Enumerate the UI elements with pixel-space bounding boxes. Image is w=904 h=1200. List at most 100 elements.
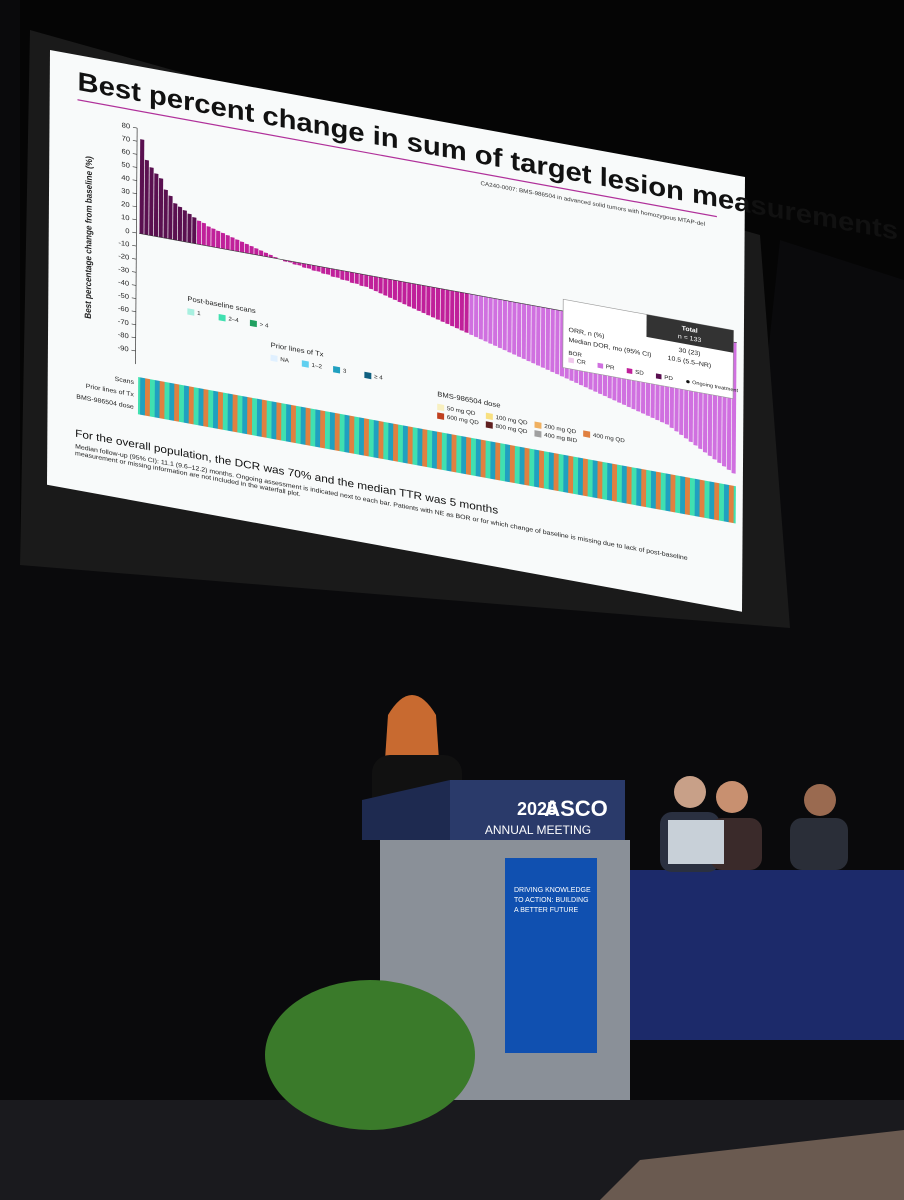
bar (397, 280, 402, 303)
legend-swatch (333, 365, 341, 374)
podium: 2025 ASCO ANNUAL MEETING DRIVING KNOWLED… (362, 780, 630, 1100)
bar (302, 263, 307, 268)
y-tick-label: -10 (118, 238, 129, 248)
bar (411, 283, 417, 310)
y-tick-label: 70 (122, 134, 131, 144)
legend-swatch (301, 360, 309, 368)
bar (402, 281, 407, 305)
y-tick (131, 310, 136, 312)
y-tick (131, 349, 136, 352)
y-tick (131, 284, 137, 286)
legend-label: 1–2 (312, 363, 323, 371)
podium-event: ANNUAL MEETING (485, 823, 591, 837)
legend-label: > 4 (260, 322, 270, 329)
y-axis-label: Best percentage change from baseline (%) (83, 155, 95, 319)
heatmap (137, 377, 736, 524)
bar (249, 245, 254, 255)
screen-line: DRIVING KNOWLEDGE (514, 887, 591, 894)
bar (345, 271, 350, 282)
legend-swatch (437, 412, 445, 420)
bar (316, 265, 321, 272)
y-tick (131, 336, 136, 339)
y-tick-label: 40 (121, 173, 130, 183)
table-subheader: n = 133 (678, 333, 702, 344)
bar (454, 291, 460, 329)
bar (206, 226, 211, 247)
legend-swatch (534, 430, 542, 438)
bar (478, 295, 484, 340)
y-tick (132, 192, 137, 194)
y-tick-label: 30 (121, 186, 130, 196)
bar (311, 265, 316, 271)
bar (354, 272, 359, 285)
bar (540, 306, 546, 369)
bar (192, 216, 197, 244)
legend-swatch (437, 403, 445, 412)
panel-table (612, 870, 904, 1040)
y-tick-label: 80 (122, 121, 131, 131)
y-tick-label: -70 (118, 317, 129, 327)
y-tick-label: 60 (121, 147, 130, 157)
bar (177, 206, 183, 242)
bar (536, 306, 541, 366)
bar (507, 300, 512, 353)
bar (488, 297, 493, 344)
carpet (600, 1130, 904, 1200)
bar (259, 250, 264, 257)
bar (359, 273, 364, 287)
legend-swatch (187, 308, 195, 316)
legend-title: BOR (568, 351, 582, 359)
legend-swatch (583, 430, 591, 438)
legend-label: PR (606, 364, 615, 371)
bar (225, 234, 230, 251)
legend-swatch (485, 412, 493, 421)
ongoing-dot (686, 380, 690, 384)
y-tick-label: -80 (118, 330, 129, 340)
legend-swatch (655, 373, 662, 380)
legend-swatch (597, 362, 604, 369)
legend-label: 2–4 (228, 317, 239, 325)
legend-swatch (218, 313, 226, 322)
bar (502, 299, 508, 351)
table-header: Total (682, 325, 698, 334)
bar (182, 209, 187, 243)
bar (282, 259, 288, 262)
bar (378, 277, 383, 294)
bar (545, 307, 551, 371)
y-tick-label: 20 (121, 199, 130, 209)
y-tick-label: 50 (121, 160, 130, 170)
bar (220, 232, 226, 250)
bar (335, 269, 340, 278)
y-tick-label: -50 (118, 291, 129, 301)
table-header (646, 314, 734, 353)
legend-swatch (364, 371, 372, 380)
bar (450, 290, 455, 327)
podium-year: 2025 (517, 799, 557, 819)
y-axis (135, 128, 138, 365)
bar (383, 278, 388, 296)
bar (349, 271, 355, 284)
bar (445, 289, 450, 325)
bar (230, 237, 235, 251)
bar (473, 294, 479, 338)
bar (550, 308, 555, 373)
legend-label: PD (664, 375, 673, 382)
screen-line: TO ACTION: BUILDING (514, 897, 589, 904)
bar (464, 292, 469, 334)
row-label: Scans (115, 376, 135, 386)
legend-label: 400 mg QD (593, 433, 626, 445)
legend-label: 200 mg QD (544, 424, 577, 436)
y-tick-label: -30 (118, 264, 129, 274)
bar (364, 274, 369, 288)
legend-label: 100 mg QD (496, 415, 529, 427)
legend-swatch (568, 357, 574, 364)
bar (321, 266, 326, 275)
y-tick (132, 231, 137, 234)
title-rule (77, 99, 717, 218)
podium-brand: ASCO (544, 796, 608, 821)
bar (244, 243, 249, 254)
bar (287, 260, 292, 263)
bar (531, 305, 536, 364)
y-tick (132, 245, 137, 247)
legend-swatch (485, 421, 493, 429)
